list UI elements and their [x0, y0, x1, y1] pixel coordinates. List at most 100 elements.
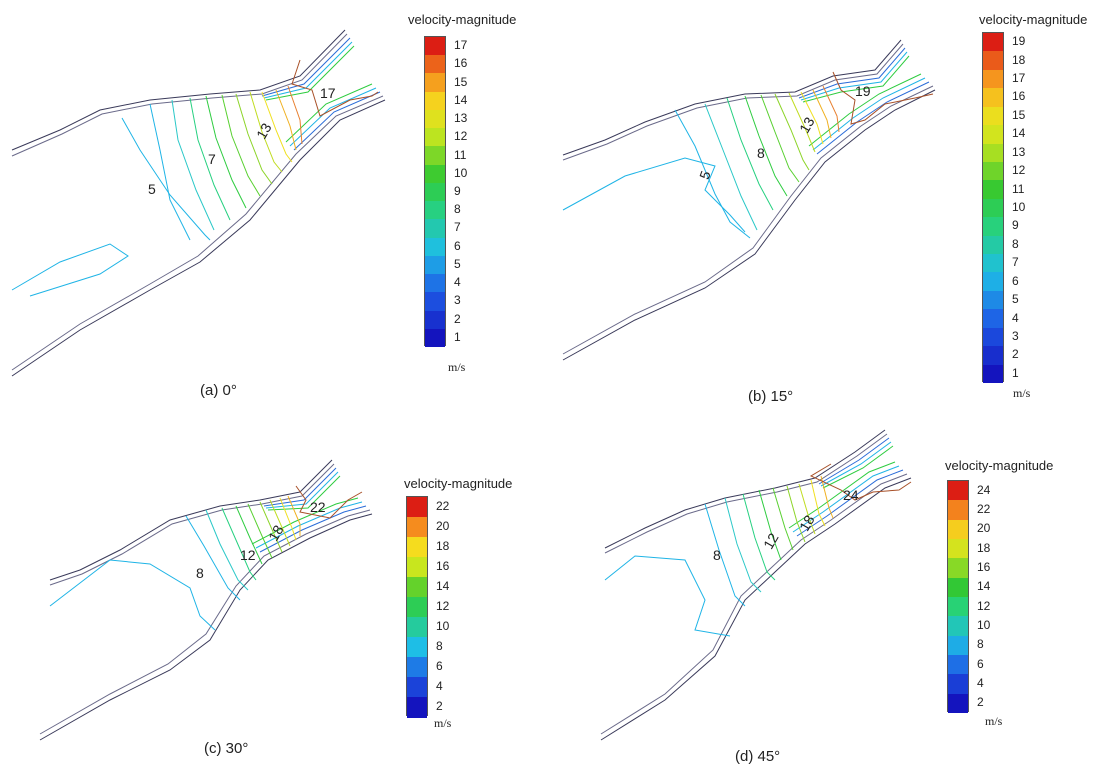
colorbar-band — [948, 674, 968, 695]
colorbar-ticks: 24 22 20 18 16 14 12 10 8 6 4 2 — [977, 480, 1017, 712]
lower-wall — [562, 89, 936, 361]
colorbar-tick-label: 4 — [977, 676, 984, 690]
colorbar-tick-label: 14 — [454, 92, 468, 107]
upper-wall — [11, 29, 346, 151]
colorbar-band — [407, 677, 427, 698]
colorbar-tick-label: 15 — [1012, 107, 1026, 122]
colorbar-band — [948, 577, 968, 598]
colorbar-tick-label: 20 — [977, 521, 991, 536]
colorbar-band — [983, 346, 1003, 366]
contour-label: 8 — [757, 145, 765, 161]
colorbar-band — [425, 128, 445, 147]
caption: (a) 0° — [200, 382, 237, 399]
colorbar-band — [425, 164, 445, 184]
colorbar-title: velocity-magnitude — [408, 12, 517, 27]
colorbar-band — [425, 55, 445, 74]
caption: (c) 30° — [204, 740, 249, 757]
colorbar-tick-label: 6 — [977, 656, 984, 671]
colorbar-tick-label: 2 — [436, 699, 443, 713]
colorbar-tick-label: 13 — [1012, 144, 1026, 159]
colorbar-tick-label: 1 — [454, 329, 461, 344]
colorbar-band — [425, 73, 445, 93]
colorbar-tick-label: 15 — [454, 74, 468, 89]
colorbar-band — [983, 254, 1003, 273]
colorbar-band — [407, 617, 427, 638]
colorbar-title: velocity-magnitude — [404, 476, 513, 491]
colorbar — [424, 36, 446, 348]
colorbar-band — [407, 537, 427, 558]
colorbar-tick-label: 22 — [436, 499, 450, 513]
colorbar-band — [948, 597, 968, 617]
contour-label: 17 — [320, 85, 336, 101]
colorbar-tick-label: 18 — [977, 540, 991, 555]
contour-label: 8 — [713, 547, 721, 563]
colorbar-tick-label: 8 — [1012, 236, 1019, 251]
colorbar-tick-label: 8 — [436, 639, 443, 653]
colorbar-band — [948, 655, 968, 675]
colorbar-band — [948, 519, 968, 540]
colorbar-tick-label: 8 — [977, 637, 984, 652]
upper-wall-inner — [11, 33, 348, 157]
colorbar-title: velocity-magnitude — [945, 458, 1054, 473]
colorbar-tick-label: 9 — [1012, 218, 1019, 233]
caption: (b) 15° — [748, 388, 794, 405]
colorbar-band — [425, 219, 445, 239]
panel-c: 22 18 12 8 velocity-magnitude 22 20 18 16 14… — [0, 420, 560, 774]
colorbar-band — [425, 292, 445, 312]
colorbar-tick-label: 22 — [977, 502, 991, 516]
colorbar-tick-label: 6 — [436, 659, 443, 673]
lower-wall — [39, 513, 373, 741]
colorbar-tick-label: 2 — [977, 695, 984, 710]
colorbar-band — [407, 497, 427, 518]
colorbar-title: velocity-magnitude — [979, 12, 1088, 27]
colorbar-band — [948, 558, 968, 579]
colorbar-unit: m/s — [1013, 386, 1031, 400]
colorbar-tick-label: 17 — [454, 38, 468, 53]
colorbar-tick-label: 14 — [1012, 126, 1026, 141]
colorbar-band — [948, 616, 968, 637]
colorbar-band — [948, 500, 968, 521]
colorbar-ticks: 22 20 18 16 14 12 10 8 6 4 2 — [436, 496, 476, 716]
colorbar-band — [983, 161, 1003, 181]
colorbar-band — [425, 274, 445, 293]
contour-label: 8 — [196, 565, 204, 581]
panel-a: 17 13 7 5 velocity-magnitude 17 16 15 14 13 1… — [0, 0, 560, 400]
contour-label: 12 — [240, 547, 256, 563]
colorbar-tick-label: 10 — [1012, 200, 1026, 214]
colorbar — [947, 480, 969, 714]
upper-wall — [49, 459, 333, 581]
upper-wall — [604, 429, 886, 549]
contour-19 — [832, 71, 934, 125]
colorbar-ticks: 17 16 15 14 13 12 11 10 9 8 7 6 5 4 3 2 1 — [454, 36, 494, 346]
colorbar-tick-label: 14 — [977, 579, 991, 594]
colorbar-band — [407, 597, 427, 618]
colorbar-tick-label: 20 — [436, 519, 450, 533]
colorbar-tick-label: 16 — [454, 56, 468, 71]
colorbar-band — [425, 237, 445, 257]
colorbar-tick-label: 8 — [454, 202, 461, 217]
colorbar-band — [407, 637, 427, 658]
colorbar-tick-label: 19 — [1012, 34, 1026, 49]
colorbar-band — [983, 125, 1003, 144]
colorbar-band — [407, 697, 427, 718]
colorbar-band — [983, 106, 1003, 126]
colorbar-tick-label: 4 — [454, 275, 461, 290]
colorbar-band — [983, 198, 1003, 218]
colorbar-band — [407, 557, 427, 578]
colorbar-unit: m/s — [434, 716, 452, 730]
colorbar-band — [425, 146, 445, 166]
contour-plot-d — [600, 429, 912, 741]
contour-label: 24 — [843, 487, 859, 503]
colorbar-band — [425, 182, 445, 202]
colorbar-band — [407, 577, 427, 598]
colorbar-tick-label: 7 — [454, 220, 461, 235]
panel-b: 19 13 8 5 velocity-magnitude 19 18 17 16 15 1… — [555, 0, 1112, 412]
colorbar-tick-label: 1 — [1012, 365, 1019, 380]
colorbar-tick-label: 4 — [1012, 310, 1019, 325]
colorbar-tick-label: 5 — [454, 256, 461, 271]
colorbar-band — [983, 272, 1003, 292]
colorbar-band — [983, 180, 1003, 200]
colorbar-band — [983, 364, 1003, 384]
colorbar-band — [425, 310, 445, 330]
colorbar-band — [983, 309, 1003, 329]
